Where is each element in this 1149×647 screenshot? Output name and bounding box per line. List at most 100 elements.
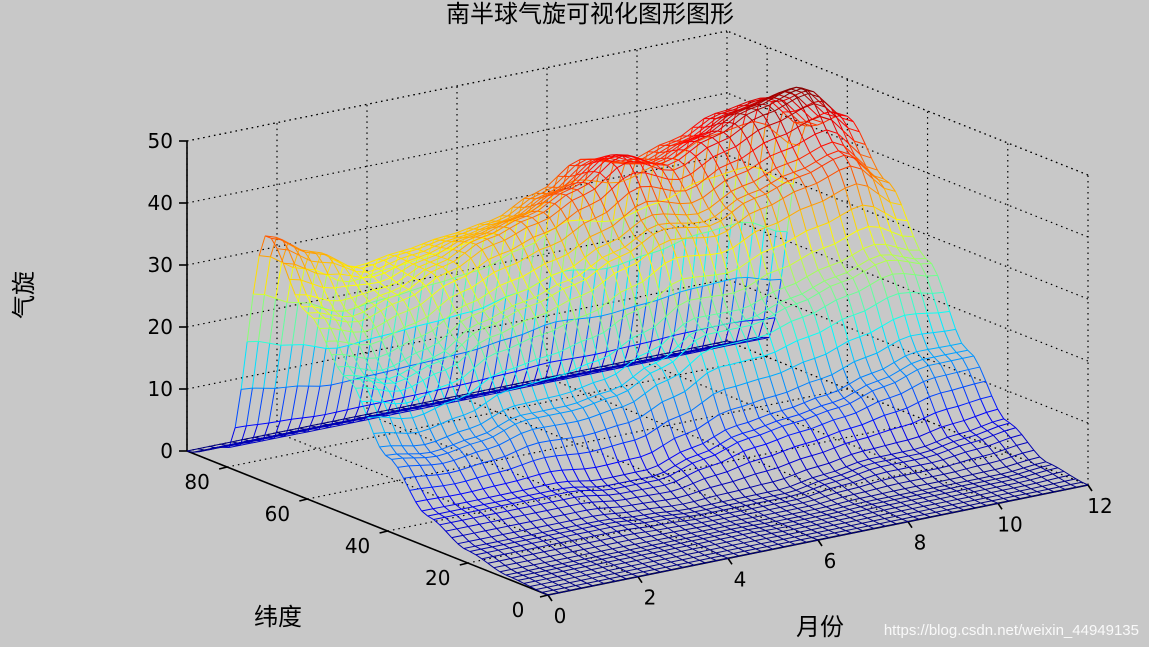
surface-mesh-segment xyxy=(474,228,486,235)
surface-mesh-segment xyxy=(801,492,809,497)
surface-mesh-segment xyxy=(844,187,852,210)
surface-mesh-segment xyxy=(216,444,229,448)
surface-mesh-segment xyxy=(740,324,752,328)
surface-mesh-segment xyxy=(970,442,978,450)
surface-mesh-segment xyxy=(504,553,511,560)
surface-mesh-segment xyxy=(932,291,944,294)
surface-mesh-segment xyxy=(727,311,735,323)
surface-mesh-segment xyxy=(503,544,510,549)
surface-mesh-segment xyxy=(743,100,756,107)
surface-mesh-segment xyxy=(430,266,443,273)
surface-mesh-segment xyxy=(786,518,794,522)
surface-mesh-segment xyxy=(651,535,658,541)
surface-mesh-segment xyxy=(290,385,298,420)
surface-mesh-segment xyxy=(860,153,872,159)
surface-mesh-segment xyxy=(696,421,709,430)
surface-mesh-segment xyxy=(640,214,653,221)
surface-mesh-segment xyxy=(584,220,592,270)
surface-mesh-segment xyxy=(985,380,993,397)
surface-mesh-segment xyxy=(702,136,710,181)
surface-mesh-segment xyxy=(1018,482,1026,487)
surface-mesh-segment xyxy=(478,507,491,511)
surface-mesh-segment xyxy=(383,255,396,261)
surface-mesh-segment xyxy=(797,127,805,141)
surface-mesh-segment xyxy=(737,437,749,443)
surface-mesh-segment xyxy=(514,212,526,219)
surface-mesh-segment xyxy=(951,390,959,407)
surface-mesh-segment xyxy=(420,323,428,364)
surface-mesh-segment xyxy=(619,177,631,183)
surface-mesh-segment xyxy=(847,290,860,297)
surface-mesh-segment xyxy=(525,403,533,414)
surface-mesh-segment xyxy=(734,321,742,345)
surface-mesh-segment xyxy=(706,147,714,158)
surface-mesh-segment xyxy=(624,483,637,488)
surface-mesh-segment xyxy=(445,402,453,419)
surface-mesh-segment xyxy=(615,373,623,386)
surface-mesh-segment xyxy=(723,345,731,365)
surface-mesh-segment xyxy=(438,342,446,352)
surface-mesh-segment xyxy=(339,300,347,312)
surface-mesh-segment xyxy=(409,304,421,311)
surface-mesh-segment xyxy=(367,283,375,291)
surface-mesh-segment xyxy=(673,190,681,204)
surface-mesh-segment xyxy=(851,204,863,210)
surface-mesh-segment xyxy=(730,406,743,411)
surface-mesh-segment xyxy=(735,138,748,148)
surface-mesh-segment xyxy=(640,547,648,551)
surface-mesh-segment xyxy=(470,466,478,479)
surface-mesh-segment xyxy=(508,214,520,221)
surface-mesh-segment xyxy=(731,536,738,541)
surface-mesh-segment xyxy=(440,382,452,388)
grid-line-z-back xyxy=(186,154,728,266)
surface-mesh-segment xyxy=(651,214,659,225)
surface-mesh-segment xyxy=(670,284,678,307)
surface-mesh-segment xyxy=(698,254,711,256)
surface-mesh-segment xyxy=(887,485,894,492)
surface-mesh-segment xyxy=(438,317,450,322)
surface-mesh-segment xyxy=(290,430,302,435)
surface-mesh-segment xyxy=(516,262,524,277)
surface-mesh-segment xyxy=(357,300,370,308)
surface-mesh-segment xyxy=(654,355,667,360)
surface-mesh-segment xyxy=(389,406,401,411)
surface-mesh-segment xyxy=(324,423,336,428)
surface-mesh-segment xyxy=(925,275,933,294)
surface-mesh-segment xyxy=(452,414,464,420)
surface-mesh-segment xyxy=(412,417,419,433)
surface-mesh-segment xyxy=(658,475,671,481)
surface-mesh-segment xyxy=(559,412,567,424)
surface-mesh-segment xyxy=(804,167,811,173)
surface-mesh-segment xyxy=(544,457,552,472)
surface-mesh-segment xyxy=(775,230,788,233)
surface-mesh-segment xyxy=(546,175,559,188)
surface-mesh-segment xyxy=(579,295,587,316)
surface-mesh-segment xyxy=(901,426,909,441)
surface-mesh-segment xyxy=(437,472,449,476)
surface-mesh-segment xyxy=(668,458,676,466)
surface-mesh-segment xyxy=(769,278,782,281)
surface-mesh-segment xyxy=(746,337,758,341)
surface-mesh-segment xyxy=(937,312,945,332)
surface-mesh-segment xyxy=(504,267,512,282)
surface-mesh-segment xyxy=(787,142,800,147)
surface-mesh-segment xyxy=(390,277,397,283)
surface-mesh-segment xyxy=(470,440,482,445)
surface-mesh-segment xyxy=(459,352,467,386)
surface-mesh-segment xyxy=(843,145,856,157)
surface-mesh-segment xyxy=(584,257,592,267)
surface-mesh-segment xyxy=(401,445,409,455)
surface-mesh-segment xyxy=(594,432,602,450)
surface-mesh-segment xyxy=(753,524,760,529)
surface-mesh-segment xyxy=(479,523,486,532)
surface-mesh-segment xyxy=(476,267,484,281)
surface-mesh-segment xyxy=(567,253,575,267)
surface-mesh-segment xyxy=(433,516,446,521)
surface-mesh-segment xyxy=(482,344,490,380)
surface-mesh-segment xyxy=(643,514,650,519)
surface-mesh-segment xyxy=(727,272,734,294)
surface-mesh-segment xyxy=(384,272,391,279)
surface-mesh-segment xyxy=(808,331,821,338)
surface-mesh-segment xyxy=(913,236,920,251)
surface-mesh-segment xyxy=(521,243,529,257)
